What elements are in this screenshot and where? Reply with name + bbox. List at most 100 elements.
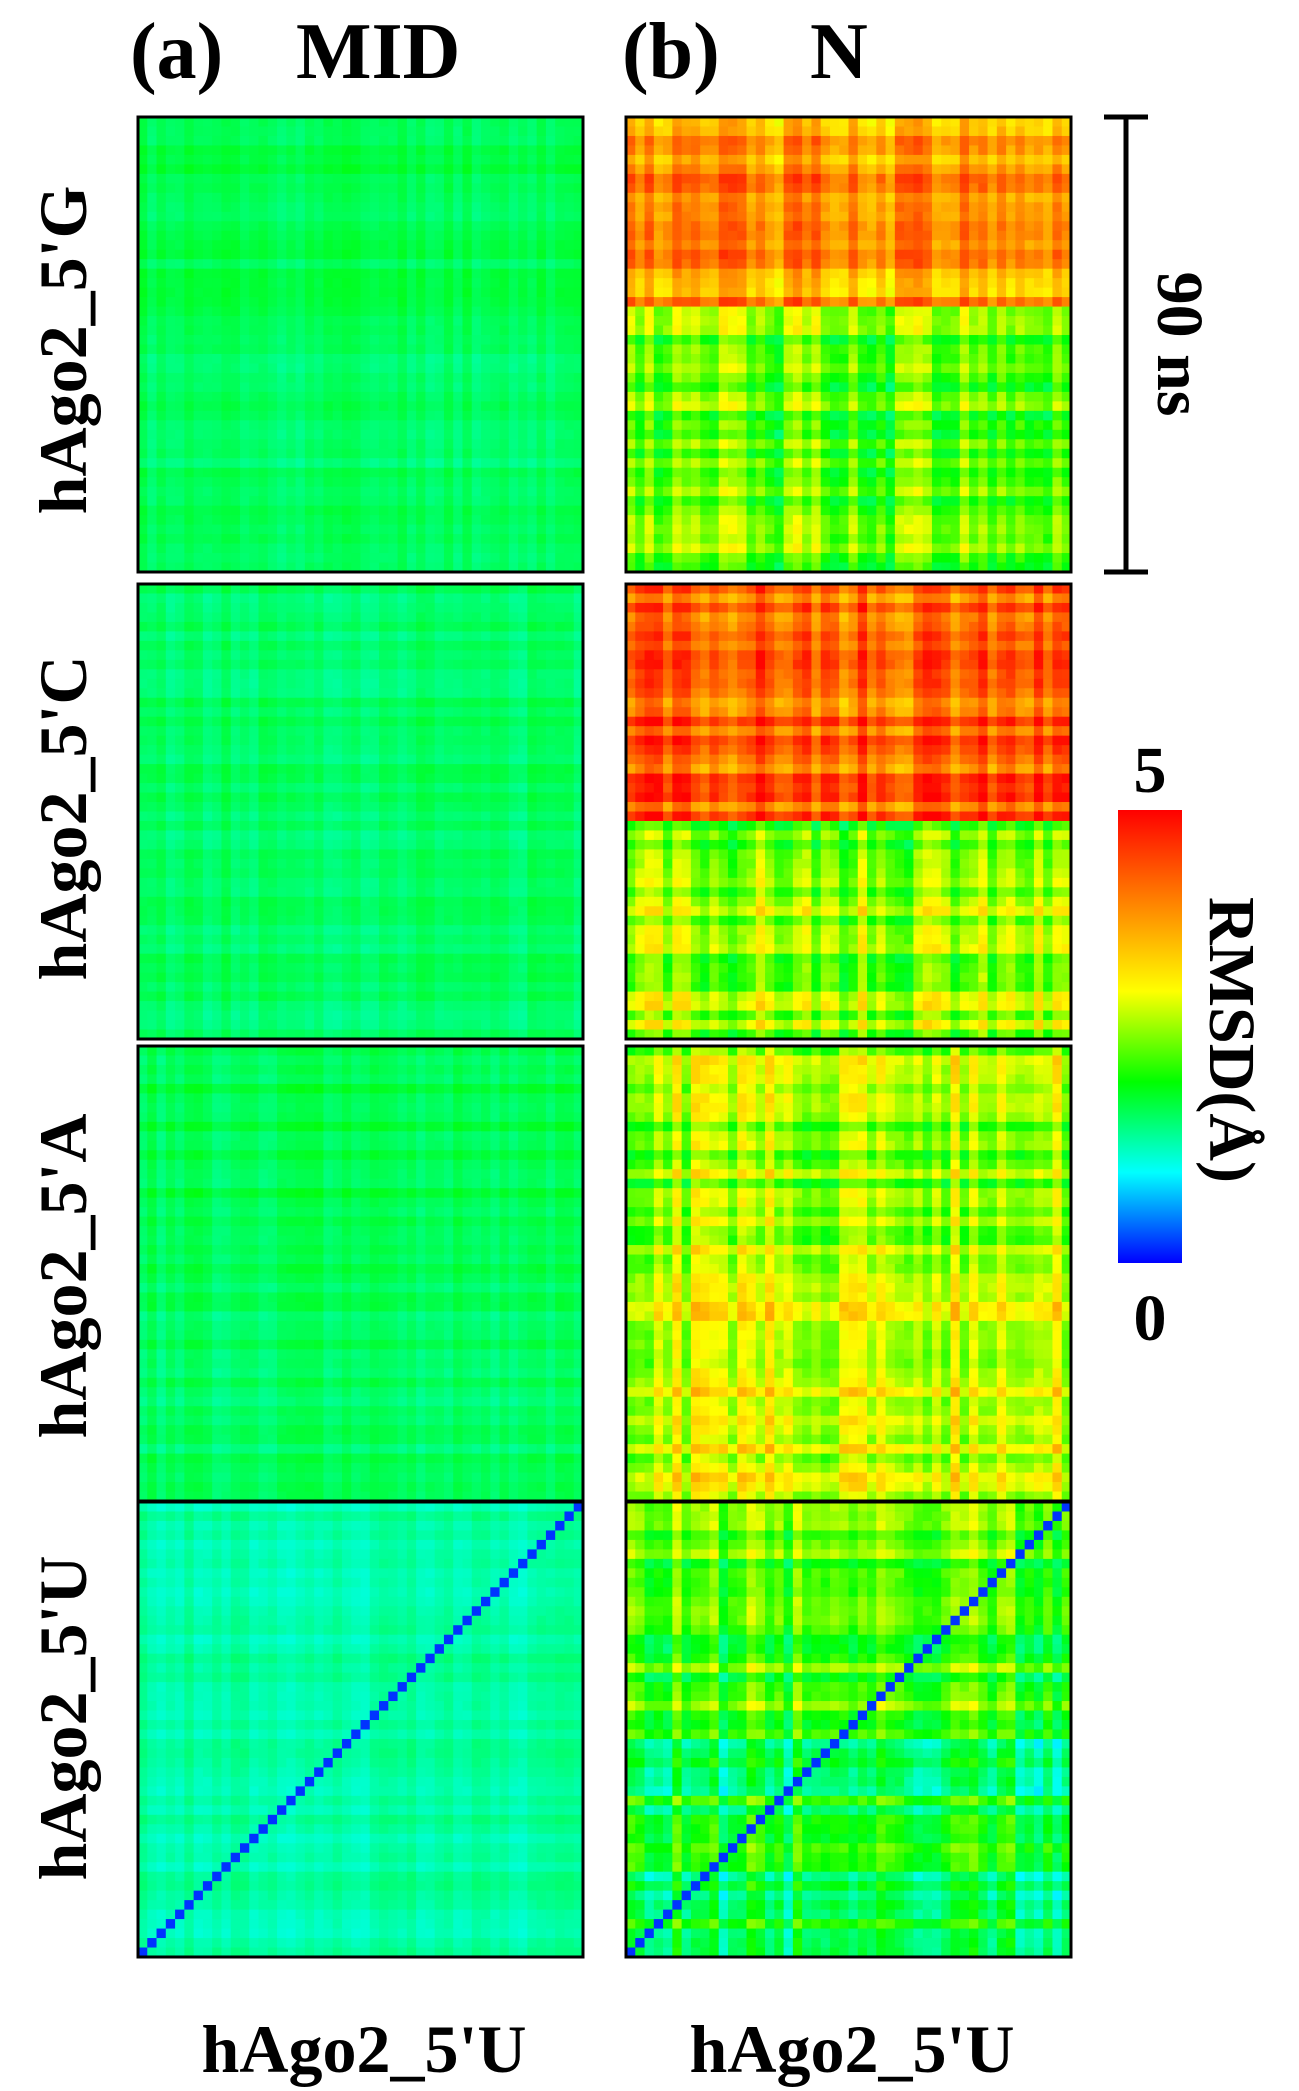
heatmap-cell <box>425 612 436 623</box>
heatmap-cell <box>626 420 636 431</box>
heatmap-cell <box>555 154 566 165</box>
heatmap-cell <box>987 259 998 270</box>
heatmap-cell <box>286 249 297 260</box>
heatmap-cell <box>267 297 278 308</box>
heatmap-cell <box>184 287 195 298</box>
heatmap-cell <box>267 602 278 614</box>
heatmap-cell <box>1052 268 1063 279</box>
heatmap-cell <box>653 486 664 497</box>
heatmap-cell <box>644 467 655 478</box>
heatmap-cell <box>314 650 325 661</box>
heatmap-cell <box>258 297 269 308</box>
heatmap-cell <box>555 496 566 507</box>
heatmap-cell <box>959 249 970 260</box>
heatmap-cell <box>295 486 306 497</box>
heatmap-cell <box>700 259 711 270</box>
heatmap-cell <box>709 287 720 298</box>
heatmap-cell <box>286 173 297 184</box>
heatmap-cell <box>147 448 158 459</box>
heatmap-cell <box>536 316 547 327</box>
heatmap-cell <box>1006 391 1016 402</box>
heatmap-cell <box>304 316 315 327</box>
heatmap-cell <box>1015 306 1026 317</box>
heatmap-cell <box>193 410 204 421</box>
heatmap-cell <box>718 420 729 431</box>
heatmap-cell <box>839 126 850 137</box>
heatmap-cell <box>536 183 547 194</box>
heatmap-cell <box>802 117 813 128</box>
heatmap-cell <box>857 448 868 459</box>
heatmap-cell <box>481 316 491 327</box>
heatmap-cell <box>950 420 961 431</box>
heatmap-cell <box>644 117 655 128</box>
heatmap-cell <box>406 562 417 573</box>
heatmap-cell <box>147 117 158 128</box>
heatmap-cell <box>341 126 352 137</box>
heatmap-cell <box>737 183 748 194</box>
heatmap-cell <box>462 287 473 298</box>
heatmap-cell <box>462 584 473 595</box>
heatmap-cell <box>931 240 942 251</box>
heatmap-cell <box>388 249 399 260</box>
heatmap-cell <box>672 429 683 440</box>
heatmap-cell <box>416 467 426 478</box>
heatmap-cell <box>653 278 664 289</box>
heatmap-cell <box>379 126 389 137</box>
heatmap-cell <box>718 344 729 355</box>
heatmap-cell <box>867 467 877 478</box>
heatmap-cell <box>212 621 223 632</box>
heatmap-cell <box>1052 543 1063 554</box>
heatmap-cell <box>175 439 185 450</box>
heatmap-cell <box>802 467 813 478</box>
heatmap-cell <box>727 458 738 469</box>
heatmap-cell <box>996 297 1007 308</box>
heatmap-cell <box>221 135 232 147</box>
heatmap-cell <box>425 553 436 564</box>
heatmap-cell <box>1043 135 1054 147</box>
heatmap-cell <box>193 154 204 165</box>
heatmap-cell <box>295 126 306 137</box>
heatmap-cell <box>857 192 868 203</box>
heatmap-cell <box>304 477 315 488</box>
heatmap-cell <box>922 230 933 241</box>
heatmap-cell <box>978 534 989 545</box>
heatmap-cell <box>527 372 538 384</box>
heatmap-cell <box>499 458 510 469</box>
heatmap-cell <box>490 221 501 232</box>
heatmap-cell <box>829 306 840 317</box>
heatmap-cell <box>545 562 556 573</box>
heatmap-cell <box>379 631 389 642</box>
heatmap-cell <box>820 496 831 507</box>
heatmap-cell <box>212 562 223 573</box>
heatmap-cell <box>783 410 794 421</box>
heatmap-cell <box>755 154 766 165</box>
heatmap-cell <box>462 240 473 251</box>
heatmap-cell <box>397 534 408 545</box>
heatmap-frame <box>624 115 1073 574</box>
heatmap-cell <box>332 621 343 632</box>
heatmap-cell <box>876 316 887 327</box>
heatmap-cell <box>737 496 748 507</box>
heatmap-cell <box>829 344 840 355</box>
heatmap-cell <box>969 534 979 545</box>
heatmap-cell <box>434 221 445 232</box>
heatmap-cell <box>564 287 575 298</box>
heatmap-cell <box>672 448 683 459</box>
heatmap-cell <box>1061 145 1072 156</box>
heatmap-cell <box>1043 391 1054 402</box>
heatmap-cell <box>941 287 952 298</box>
heatmap-cell <box>249 534 260 545</box>
heatmap-cell <box>1043 420 1054 431</box>
heatmap-cell <box>564 602 575 614</box>
heatmap-cell <box>277 306 287 317</box>
heatmap-cell <box>978 562 989 573</box>
heatmap-cell <box>165 543 176 554</box>
heatmap-cell <box>453 316 464 327</box>
heatmap-cell <box>564 420 575 431</box>
heatmap-cell <box>286 640 297 651</box>
heatmap-cell <box>156 391 167 402</box>
heatmap-cell <box>416 249 426 260</box>
heatmap-cell <box>147 429 158 440</box>
heatmap-cell <box>267 534 278 545</box>
heatmap-cell <box>193 584 204 595</box>
